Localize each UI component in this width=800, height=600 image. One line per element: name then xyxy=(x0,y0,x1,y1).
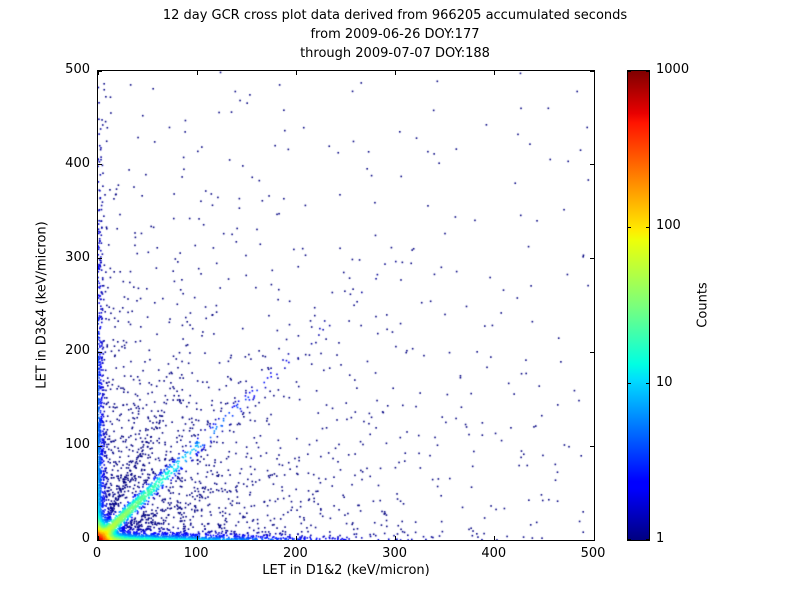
x-tick-label: 0 xyxy=(92,546,102,561)
colorbar-tick-label: 1000 xyxy=(656,62,690,77)
y-tick-label: 400 xyxy=(65,155,90,171)
x-tick-label: 500 xyxy=(580,546,606,561)
x-tick-label: 400 xyxy=(481,546,507,561)
y-tick-mark xyxy=(590,70,594,72)
x-tick-mark xyxy=(97,536,99,540)
x-tick-label: 300 xyxy=(382,546,407,561)
scatter-canvas xyxy=(98,71,594,540)
x-tick-mark xyxy=(196,536,198,540)
y-tick-mark xyxy=(98,70,102,72)
x-axis-label: LET in D1&2 (keV/micron) xyxy=(262,563,430,578)
x-tick-mark xyxy=(196,71,198,75)
chart-title-line-1: 12 day GCR cross plot data derived from … xyxy=(162,8,628,23)
colorbar-tick-label: 10 xyxy=(656,374,673,390)
y-tick-mark xyxy=(590,258,594,260)
x-tick-label: 200 xyxy=(282,546,308,561)
colorbar xyxy=(627,70,650,541)
colorbar-tick-mark xyxy=(628,383,631,385)
colorbar-tick-mark xyxy=(646,226,649,228)
x-tick-mark xyxy=(295,71,297,75)
colorbar-tick-mark xyxy=(628,539,631,540)
y-axis-label: LET in D3&4 (keV/micron) xyxy=(34,221,50,389)
chart-title: 12 day GCR cross plot data derived from … xyxy=(0,6,790,63)
x-tick-mark xyxy=(593,71,595,75)
colorbar-axis-label: Counts xyxy=(695,282,711,328)
chart-title-line-2: from 2009-06-26 DOY:177 xyxy=(310,27,480,42)
y-tick-mark xyxy=(590,164,594,166)
x-tick-mark xyxy=(494,71,496,75)
x-tick-mark xyxy=(97,71,99,75)
x-tick-mark xyxy=(395,536,397,540)
y-tick-mark xyxy=(98,445,102,447)
y-tick-label: 200 xyxy=(65,343,90,359)
colorbar-tick-label: 1 xyxy=(656,531,665,546)
y-tick-mark xyxy=(590,445,594,447)
y-tick-label: 500 xyxy=(65,62,90,77)
colorbar-tick-mark xyxy=(646,71,649,72)
y-tick-mark xyxy=(98,164,102,166)
colorbar-tick-mark xyxy=(628,71,631,72)
y-tick-mark xyxy=(98,539,102,541)
y-tick-label: 300 xyxy=(65,249,90,265)
x-tick-mark xyxy=(593,536,595,540)
colorbar-tick-mark xyxy=(628,226,631,228)
y-tick-mark xyxy=(98,258,102,260)
y-tick-label: 0 xyxy=(81,531,90,546)
colorbar-tick-mark xyxy=(646,539,649,540)
x-tick-mark xyxy=(395,71,397,75)
y-tick-mark xyxy=(590,351,594,353)
y-tick-mark xyxy=(98,351,102,353)
y-tick-label: 100 xyxy=(65,437,90,453)
plot-area xyxy=(97,70,595,541)
y-tick-mark xyxy=(590,539,594,541)
x-tick-mark xyxy=(494,536,496,540)
colorbar-tick-mark xyxy=(646,383,649,385)
colorbar-tick-label: 100 xyxy=(656,218,681,234)
x-tick-label: 100 xyxy=(183,546,209,561)
chart-title-line-3: through 2009-07-07 DOY:188 xyxy=(300,46,490,61)
x-tick-mark xyxy=(295,536,297,540)
